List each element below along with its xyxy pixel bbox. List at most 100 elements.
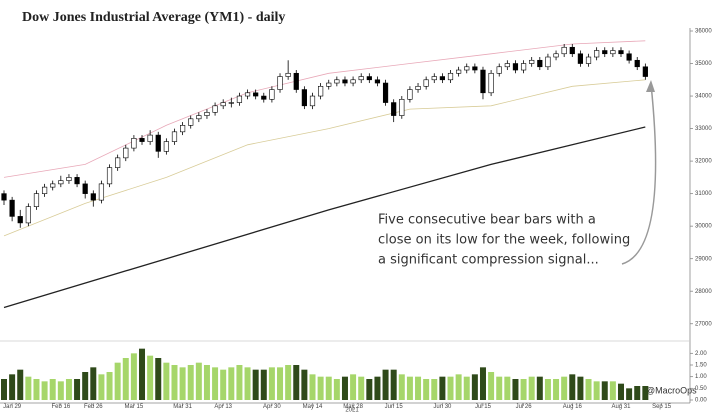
candle-body	[488, 72, 494, 94]
volume-bar	[1, 379, 7, 400]
band-line	[3, 79, 646, 237]
volume-bar	[317, 376, 324, 400]
x-tick-label: Jan 29	[3, 404, 22, 410]
candle-body	[399, 99, 405, 116]
y-tick-label: 1.00	[695, 374, 707, 380]
candle-body	[163, 141, 169, 152]
volume-bar	[455, 374, 462, 400]
y-tick-label: 2.00	[695, 351, 707, 357]
candle-body	[382, 82, 389, 103]
x-tick-label: Mar 31	[173, 404, 192, 410]
y-tick-label: 1.50	[695, 363, 707, 369]
volume-bar	[536, 376, 543, 400]
candle-body	[212, 105, 218, 113]
volume-bar	[130, 353, 137, 400]
volume-bar	[626, 388, 633, 400]
candle-body	[480, 69, 486, 94]
volume-bar	[106, 372, 113, 400]
volume-bar	[544, 379, 551, 400]
volume-bar	[504, 376, 511, 400]
candle-body	[180, 125, 186, 133]
volume-bar	[471, 374, 478, 400]
annotation: a significant compression signal...	[378, 253, 599, 268]
volume-bar	[341, 376, 348, 400]
volume-bar	[139, 348, 146, 400]
candle-body	[358, 76, 364, 81]
candle-body	[285, 72, 291, 77]
volume-bar	[244, 367, 251, 400]
volume-bar	[147, 355, 154, 400]
candle-body	[309, 95, 316, 107]
volume-bar	[171, 365, 178, 400]
candle-body	[553, 53, 559, 58]
volume-bar	[25, 376, 32, 400]
volume-bar	[260, 369, 267, 400]
volume-bar	[398, 374, 405, 400]
candle-body	[374, 79, 381, 84]
volume-bar	[155, 358, 162, 400]
volume-bar	[179, 367, 186, 400]
candle-body	[147, 134, 153, 142]
volume-bar	[41, 381, 48, 400]
volume-bar	[423, 379, 430, 400]
volume-bar	[634, 386, 641, 400]
y-tick-label: 34000	[695, 94, 712, 100]
volume-bar	[49, 379, 56, 400]
volume-bar	[366, 379, 373, 400]
candle-body	[293, 72, 299, 90]
volume-bar	[122, 358, 129, 400]
volume-bar	[520, 379, 527, 400]
y-tick-label: 36000	[695, 29, 712, 35]
volume-bar	[301, 369, 308, 400]
candle-body	[423, 79, 429, 87]
volume-bar	[114, 362, 121, 400]
candle-body	[220, 102, 226, 107]
candle-body	[350, 79, 356, 84]
candle-body	[301, 89, 307, 107]
x-tick-label: Jul 15	[475, 404, 492, 410]
candle-body	[496, 66, 502, 74]
volume-bar	[203, 365, 210, 400]
volume-bar	[350, 374, 357, 400]
x-tick-label: May 28	[343, 404, 363, 410]
candle-body	[334, 79, 340, 84]
candle-body	[610, 50, 616, 55]
volume-bar	[447, 376, 454, 400]
volume-bar	[390, 369, 397, 400]
volume-bar	[90, 367, 97, 400]
candle-body	[41, 186, 48, 194]
volume-bar	[98, 374, 105, 400]
x-tick-label: Aug 16	[563, 404, 583, 410]
x-tick-label: Jun 30	[433, 404, 452, 410]
y-tick-label: 31000	[695, 191, 712, 197]
candle-body	[618, 50, 624, 55]
candle-body	[529, 59, 535, 64]
y-tick-label: 29000	[695, 256, 712, 262]
candle-body	[545, 56, 551, 68]
candle-body	[431, 76, 437, 81]
x-tick-label: Jul 26	[516, 404, 533, 410]
candle-body	[415, 85, 421, 90]
candle-body	[366, 76, 372, 81]
volume-bar	[220, 369, 227, 400]
x-tick-label: Apr 13	[214, 404, 232, 410]
volume-bar	[195, 362, 202, 400]
candle-body	[447, 72, 454, 81]
volume-bar	[512, 379, 519, 400]
candle-body	[594, 50, 600, 58]
candle-body	[50, 183, 56, 188]
candle-body	[602, 50, 608, 55]
candle-body	[569, 46, 575, 55]
annotation: close on its low for the week, following	[378, 233, 630, 248]
volume-bar	[358, 376, 365, 400]
candle-body	[33, 193, 40, 207]
volume-bar	[488, 372, 495, 400]
candle-body	[391, 102, 397, 116]
volume-bar	[65, 379, 72, 400]
volume-bar	[325, 376, 332, 400]
volume-bar	[561, 376, 568, 400]
candle-body	[537, 59, 543, 68]
candle-body	[504, 63, 510, 68]
candle-body	[269, 89, 275, 100]
volume-bar	[406, 376, 413, 400]
